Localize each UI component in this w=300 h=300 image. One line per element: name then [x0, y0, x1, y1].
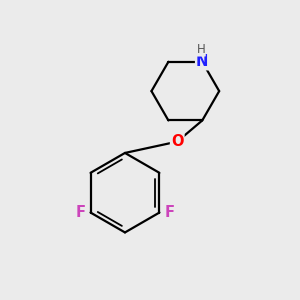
Text: O: O	[171, 134, 184, 149]
Text: F: F	[75, 205, 85, 220]
Text: F: F	[165, 205, 175, 220]
Text: H: H	[196, 43, 205, 56]
Text: N: N	[196, 54, 208, 69]
